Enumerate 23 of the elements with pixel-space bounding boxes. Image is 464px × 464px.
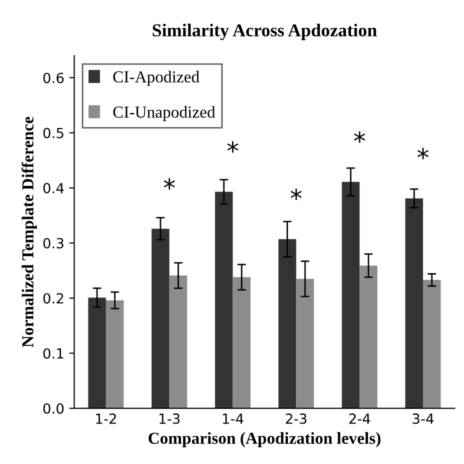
annotation: * [418,148,429,160]
annotation: * [290,188,302,200]
y-tick-label: 0.3 [43,238,64,248]
x-tick-label: 1-3 [160,413,180,424]
x-axis-title: Comparison (Apodization levels) [148,432,380,448]
annotation: * [227,141,238,153]
x-tick-label: 1-2 [96,413,116,424]
annotation: * [354,131,366,143]
y-tick-label: 0.1 [43,348,64,359]
y-tick-label: 0.0 [43,403,64,414]
y-tick-label: 0.4 [43,182,64,194]
y-tick-label: 0.5 [43,128,64,138]
x-tick-label: 2-3 [286,413,306,424]
x-tick-label: 3-4 [412,413,434,424]
annotation: * [164,178,175,190]
x-tick-label: 1-4 [222,414,244,424]
x-tick-label: 2-4 [349,413,370,424]
legend-label: CI-Apodized [113,70,200,86]
legend-label: CI-Unapodized [113,106,216,122]
y-tick-label: 0.6 [43,72,64,84]
chart-title: Similarity Across Apdozation [152,24,377,40]
y-tick-label: 0.2 [43,293,64,304]
y-axis-title: Normalized Template Difference [22,116,37,348]
